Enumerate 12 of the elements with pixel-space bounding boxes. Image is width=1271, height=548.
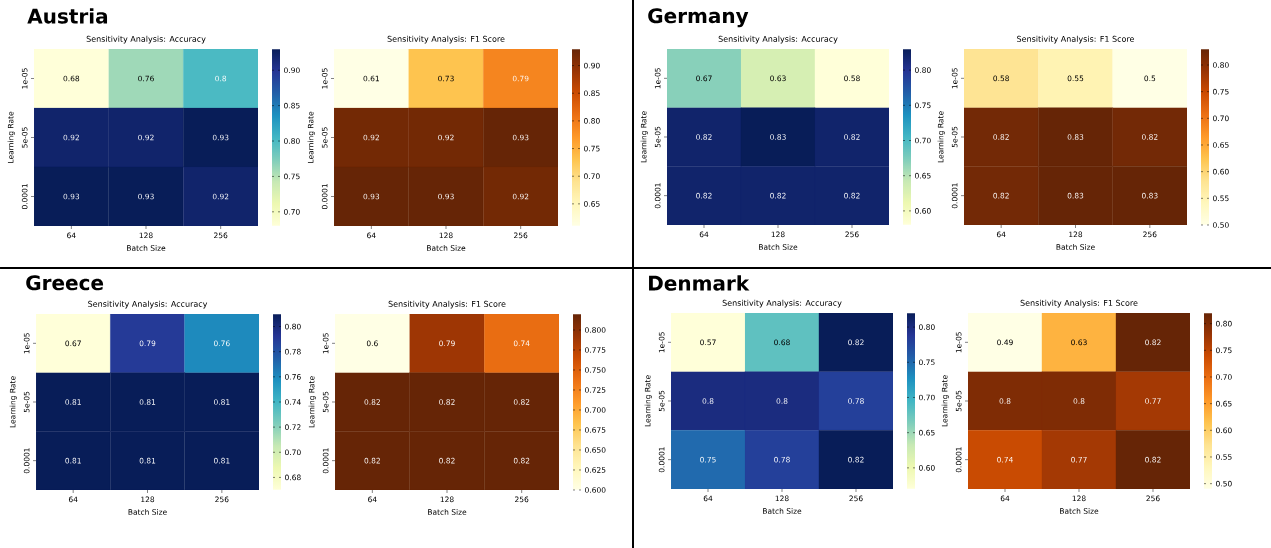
chart-subtitle: Sensitivity Analysis: Accuracy: [722, 299, 842, 308]
chart-subtitle: Sensitivity Analysis: Accuracy: [88, 300, 208, 309]
chart-title: Germany: [648, 8, 749, 28]
chart-subtitle: Sensitivity Analysis: F1 Score: [388, 300, 506, 309]
chart-subtitle: Sensitivity Analysis: Accuracy: [718, 35, 838, 44]
chart-subtitle: Sensitivity Analysis: F1 Score: [387, 35, 505, 44]
chart-title: Greece: [26, 275, 104, 291]
chart-title: Denmark: [649, 275, 750, 291]
chart-title: Austria: [27, 8, 108, 24]
chart-subtitle: Sensitivity Analysis: Accuracy: [86, 35, 206, 44]
chart-subtitle: Sensitivity Analysis: F1 Score: [1017, 35, 1135, 44]
chart-subtitle: Sensitivity Analysis: F1 Score: [1020, 299, 1138, 308]
